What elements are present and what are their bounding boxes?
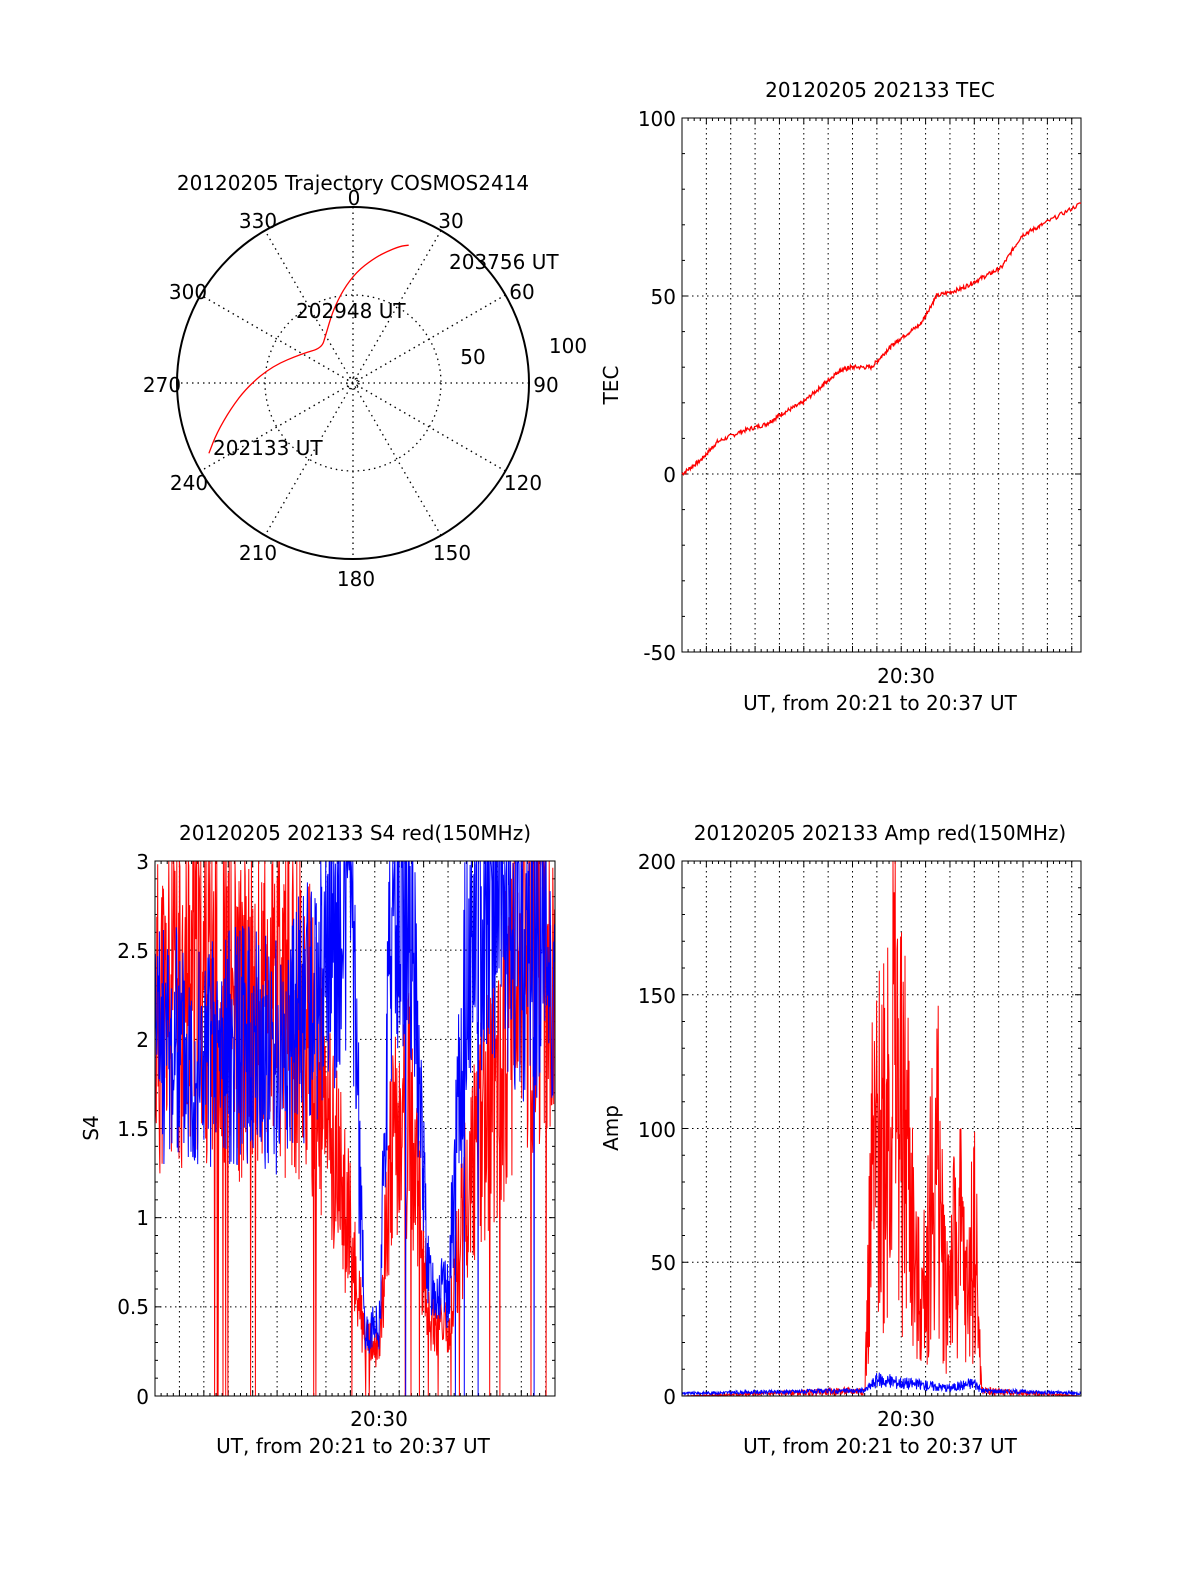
polar-inner-circle [264,294,442,472]
tec-grid [681,117,1081,653]
radius-label-50: 50 [460,345,485,369]
s4-ytick-1: 1 [136,1206,149,1230]
amp-ytick-50: 50 [651,1251,676,1275]
s4-xtick-2030: 20:30 [350,1407,408,1431]
azimuth-label-240: 240 [170,471,208,495]
tec-title: 20120205 202133 TEC [765,78,995,102]
amp-panel: 20120205 202133 Amp red(150MHz) 200 150 … [599,821,1082,1458]
s4-ytick-1.5: 1.5 [117,1117,149,1141]
s4-blue-trace [154,860,556,1397]
azimuth-label-90: 90 [533,373,558,397]
azimuth-label-0: 0 [348,186,361,210]
amp-ytick-100: 100 [638,1118,676,1142]
polar-title: 20120205 Trajectory COSMOS2414 [177,171,529,195]
tec-series-line [681,202,1082,477]
amp-red-trace [682,860,1081,1398]
amp-plot-frame [681,860,1082,1397]
amp-title: 20120205 202133 Amp red(150MHz) [694,821,1066,845]
polar-center-circle [346,376,360,390]
azimuth-label-150: 150 [433,541,471,565]
azimuth-label-210: 210 [239,541,277,565]
trajectory-label-start: 202133 UT [213,436,323,460]
tec-panel: 20120205 202133 TEC 100 50 0 -50 TEC 20:… [599,78,1082,715]
polar-trajectory-line [208,244,409,454]
polar-panel: 20120205 Trajectory COSMOS2414 0 30 60 9… [143,171,587,591]
trajectory-label-end: 203756 UT [449,250,559,274]
s4-panel: 20120205 202133 S4 red(150MHz) 3 2.5 2 1… [79,821,556,1458]
azimuth-label-60: 60 [509,280,534,304]
s4-title: 20120205 202133 S4 red(150MHz) [179,821,531,845]
amp-xtick-2030: 20:30 [877,1407,935,1431]
amp-ylabel: Amp [599,1105,623,1151]
s4-plot-frame [154,860,556,1397]
tec-ytick-100: 100 [638,107,676,131]
tec-ytick-50: 50 [651,285,676,309]
tec-xtick-2030: 20:30 [877,664,935,688]
s4-ytick-3: 3 [136,850,149,874]
amp-xlabel: UT, from 20:21 to 20:37 UT [743,1434,1018,1458]
amp-ytick-150: 150 [638,984,676,1008]
tec-ytick--50: -50 [643,641,676,665]
azimuth-label-330: 330 [239,209,277,233]
azimuth-label-120: 120 [504,471,542,495]
tec-ylabel: TEC [599,366,623,406]
azimuth-label-180: 180 [337,567,375,591]
amp-ytick-200: 200 [638,850,676,874]
tec-ytick-0: 0 [663,463,676,487]
s4-red-trace [154,860,556,1397]
trajectory-label-mid: 202948 UT [296,299,406,323]
azimuth-label-300: 300 [169,280,207,304]
amp-series [681,860,1082,1398]
tec-xlabel: UT, from 20:21 to 20:37 UT [743,691,1018,715]
tec-plot-frame [681,117,1082,653]
polar-outer-circle [176,206,530,560]
radius-label-100: 100 [549,334,587,358]
azimuth-label-270: 270 [143,373,181,397]
amp-ytick-0: 0 [663,1385,676,1409]
s4-series [154,860,556,1397]
polar-grid [177,207,529,559]
azimuth-label-30: 30 [438,209,463,233]
polar-spoke-150 [264,230,442,536]
s4-ytick-2: 2 [136,1028,149,1052]
s4-ytick-2.5: 2.5 [117,939,149,963]
amp-blue-trace [681,1372,1082,1397]
s4-ytick-0: 0 [136,1385,149,1409]
s4-xlabel: UT, from 20:21 to 20:37 UT [216,1434,491,1458]
s4-ytick-0.5: 0.5 [117,1295,149,1319]
s4-ylabel: S4 [79,1115,103,1140]
